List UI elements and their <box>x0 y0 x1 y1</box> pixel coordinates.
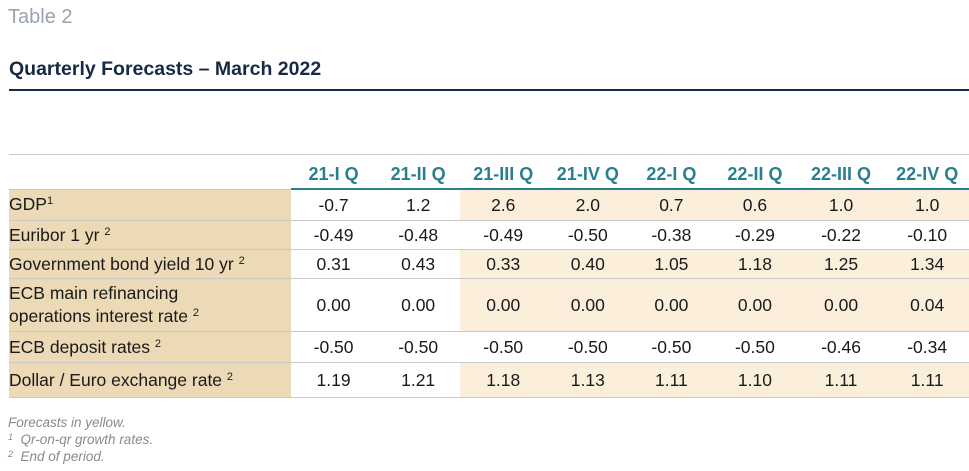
table-cell: -0.49 <box>460 220 547 250</box>
row-label: Government bond yield 10 yr 2 <box>9 249 292 279</box>
table-row-refinancing-rate: ECB main refinancing operations interest … <box>9 278 969 332</box>
table-cell: 1.19 <box>291 362 376 398</box>
table-cell: -0.46 <box>796 331 886 363</box>
table-title: Quarterly Forecasts – March 2022 <box>9 58 322 80</box>
title-divider <box>9 89 969 91</box>
table-row-euribor: Euribor 1 yr 2 -0.49 -0.48 -0.49 -0.50 -… <box>9 220 969 250</box>
table-cell: 0.43 <box>375 249 461 279</box>
column-header: 21-III Q <box>460 160 547 190</box>
row-label: ECB deposit rates 2 <box>9 331 292 363</box>
table-cell: 0.31 <box>291 249 376 279</box>
footnote-forecasts: Forecasts in yellow. <box>8 415 126 430</box>
table-row-exchange-rate: Dollar / Euro exchange rate 2 1.19 1.21 … <box>9 362 969 398</box>
table-cell: 1.10 <box>713 362 797 398</box>
table-cell: 1.34 <box>885 249 969 279</box>
table-cell: -0.50 <box>460 331 547 363</box>
header-row: 21-I Q 21-II Q 21-III Q 21-IV Q 22-I Q 2… <box>9 160 969 190</box>
row-label: Euribor 1 yr 2 <box>9 220 292 250</box>
table-cell: -0.50 <box>629 331 714 363</box>
table-cell: -0.50 <box>546 220 630 250</box>
table-cell: -0.50 <box>291 331 376 363</box>
table-cell: -0.50 <box>375 331 461 363</box>
table-row-bond-yield: Government bond yield 10 yr 2 0.31 0.43 … <box>9 249 969 279</box>
table-cell: 1.18 <box>460 362 547 398</box>
table-footnotes: Forecasts in yellow. 1 Qr-on-qr growth r… <box>8 414 153 465</box>
column-header: 21-II Q <box>375 160 461 190</box>
table-cell: -0.29 <box>713 220 797 250</box>
table-row-deposit-rates: ECB deposit rates 2 -0.50 -0.50 -0.50 -0… <box>9 331 969 363</box>
table-cell: -0.50 <box>546 331 630 363</box>
column-header: 22-II Q <box>713 160 797 190</box>
table-cell: 0.33 <box>460 249 547 279</box>
table-cell: 1.18 <box>713 249 797 279</box>
table-cell: -0.50 <box>713 331 797 363</box>
column-header: 21-IV Q <box>546 160 630 190</box>
table-cell: 0.7 <box>629 188 714 221</box>
table-cell: 0.00 <box>460 278 547 332</box>
table-cell: 1.21 <box>375 362 461 398</box>
table-cell: 1.13 <box>546 362 630 398</box>
table-caption: Table 2 <box>8 6 73 28</box>
table-cell: 1.0 <box>796 188 886 221</box>
table-cell: 0.6 <box>713 188 797 221</box>
table-top-divider <box>9 154 969 155</box>
table-cell: -0.48 <box>375 220 461 250</box>
column-header: 22-I Q <box>629 160 714 190</box>
table-cell: 0.00 <box>546 278 630 332</box>
table-cell: 1.05 <box>629 249 714 279</box>
forecast-table: 21-I Q 21-II Q 21-III Q 21-IV Q 22-I Q 2… <box>9 160 969 398</box>
row-label: GDP1 <box>9 188 292 221</box>
table-cell: 0.00 <box>629 278 714 332</box>
table-cell: 1.11 <box>629 362 714 398</box>
footnote-2: 2 End of period. <box>8 449 105 464</box>
row-label: Dollar / Euro exchange rate 2 <box>9 362 292 398</box>
table-cell: 0.00 <box>796 278 886 332</box>
table-row-gdp: GDP1 -0.7 1.2 2.6 2.0 0.7 0.6 1.0 1.0 <box>9 188 969 221</box>
table-cell: -0.34 <box>885 331 969 363</box>
table-cell: 2.0 <box>546 188 630 221</box>
table-cell: 1.25 <box>796 249 886 279</box>
table-cell: 1.0 <box>885 188 969 221</box>
table-cell: 1.11 <box>796 362 886 398</box>
table-cell: 0.00 <box>291 278 376 332</box>
table-cell: 2.6 <box>460 188 547 221</box>
header-blank <box>9 160 291 189</box>
table-cell: -0.22 <box>796 220 886 250</box>
table-cell: 0.00 <box>713 278 797 332</box>
table-cell: -0.7 <box>291 188 376 221</box>
table-cell: 0.00 <box>375 278 461 332</box>
footnote-1: 1 Qr-on-qr growth rates. <box>8 432 154 447</box>
table-cell: 0.40 <box>546 249 630 279</box>
column-header: 22-IV Q <box>885 160 969 190</box>
column-header: 21-I Q <box>291 160 376 190</box>
table-cell: 0.04 <box>885 278 969 332</box>
table-cell: -0.49 <box>291 220 376 250</box>
column-header: 22-III Q <box>796 160 886 190</box>
table-cell: -0.38 <box>629 220 714 250</box>
row-label: ECB main refinancing operations interest … <box>9 278 292 332</box>
table-cell: 1.11 <box>885 362 969 398</box>
table-cell: 1.2 <box>375 188 461 221</box>
table-cell: -0.10 <box>885 220 969 250</box>
